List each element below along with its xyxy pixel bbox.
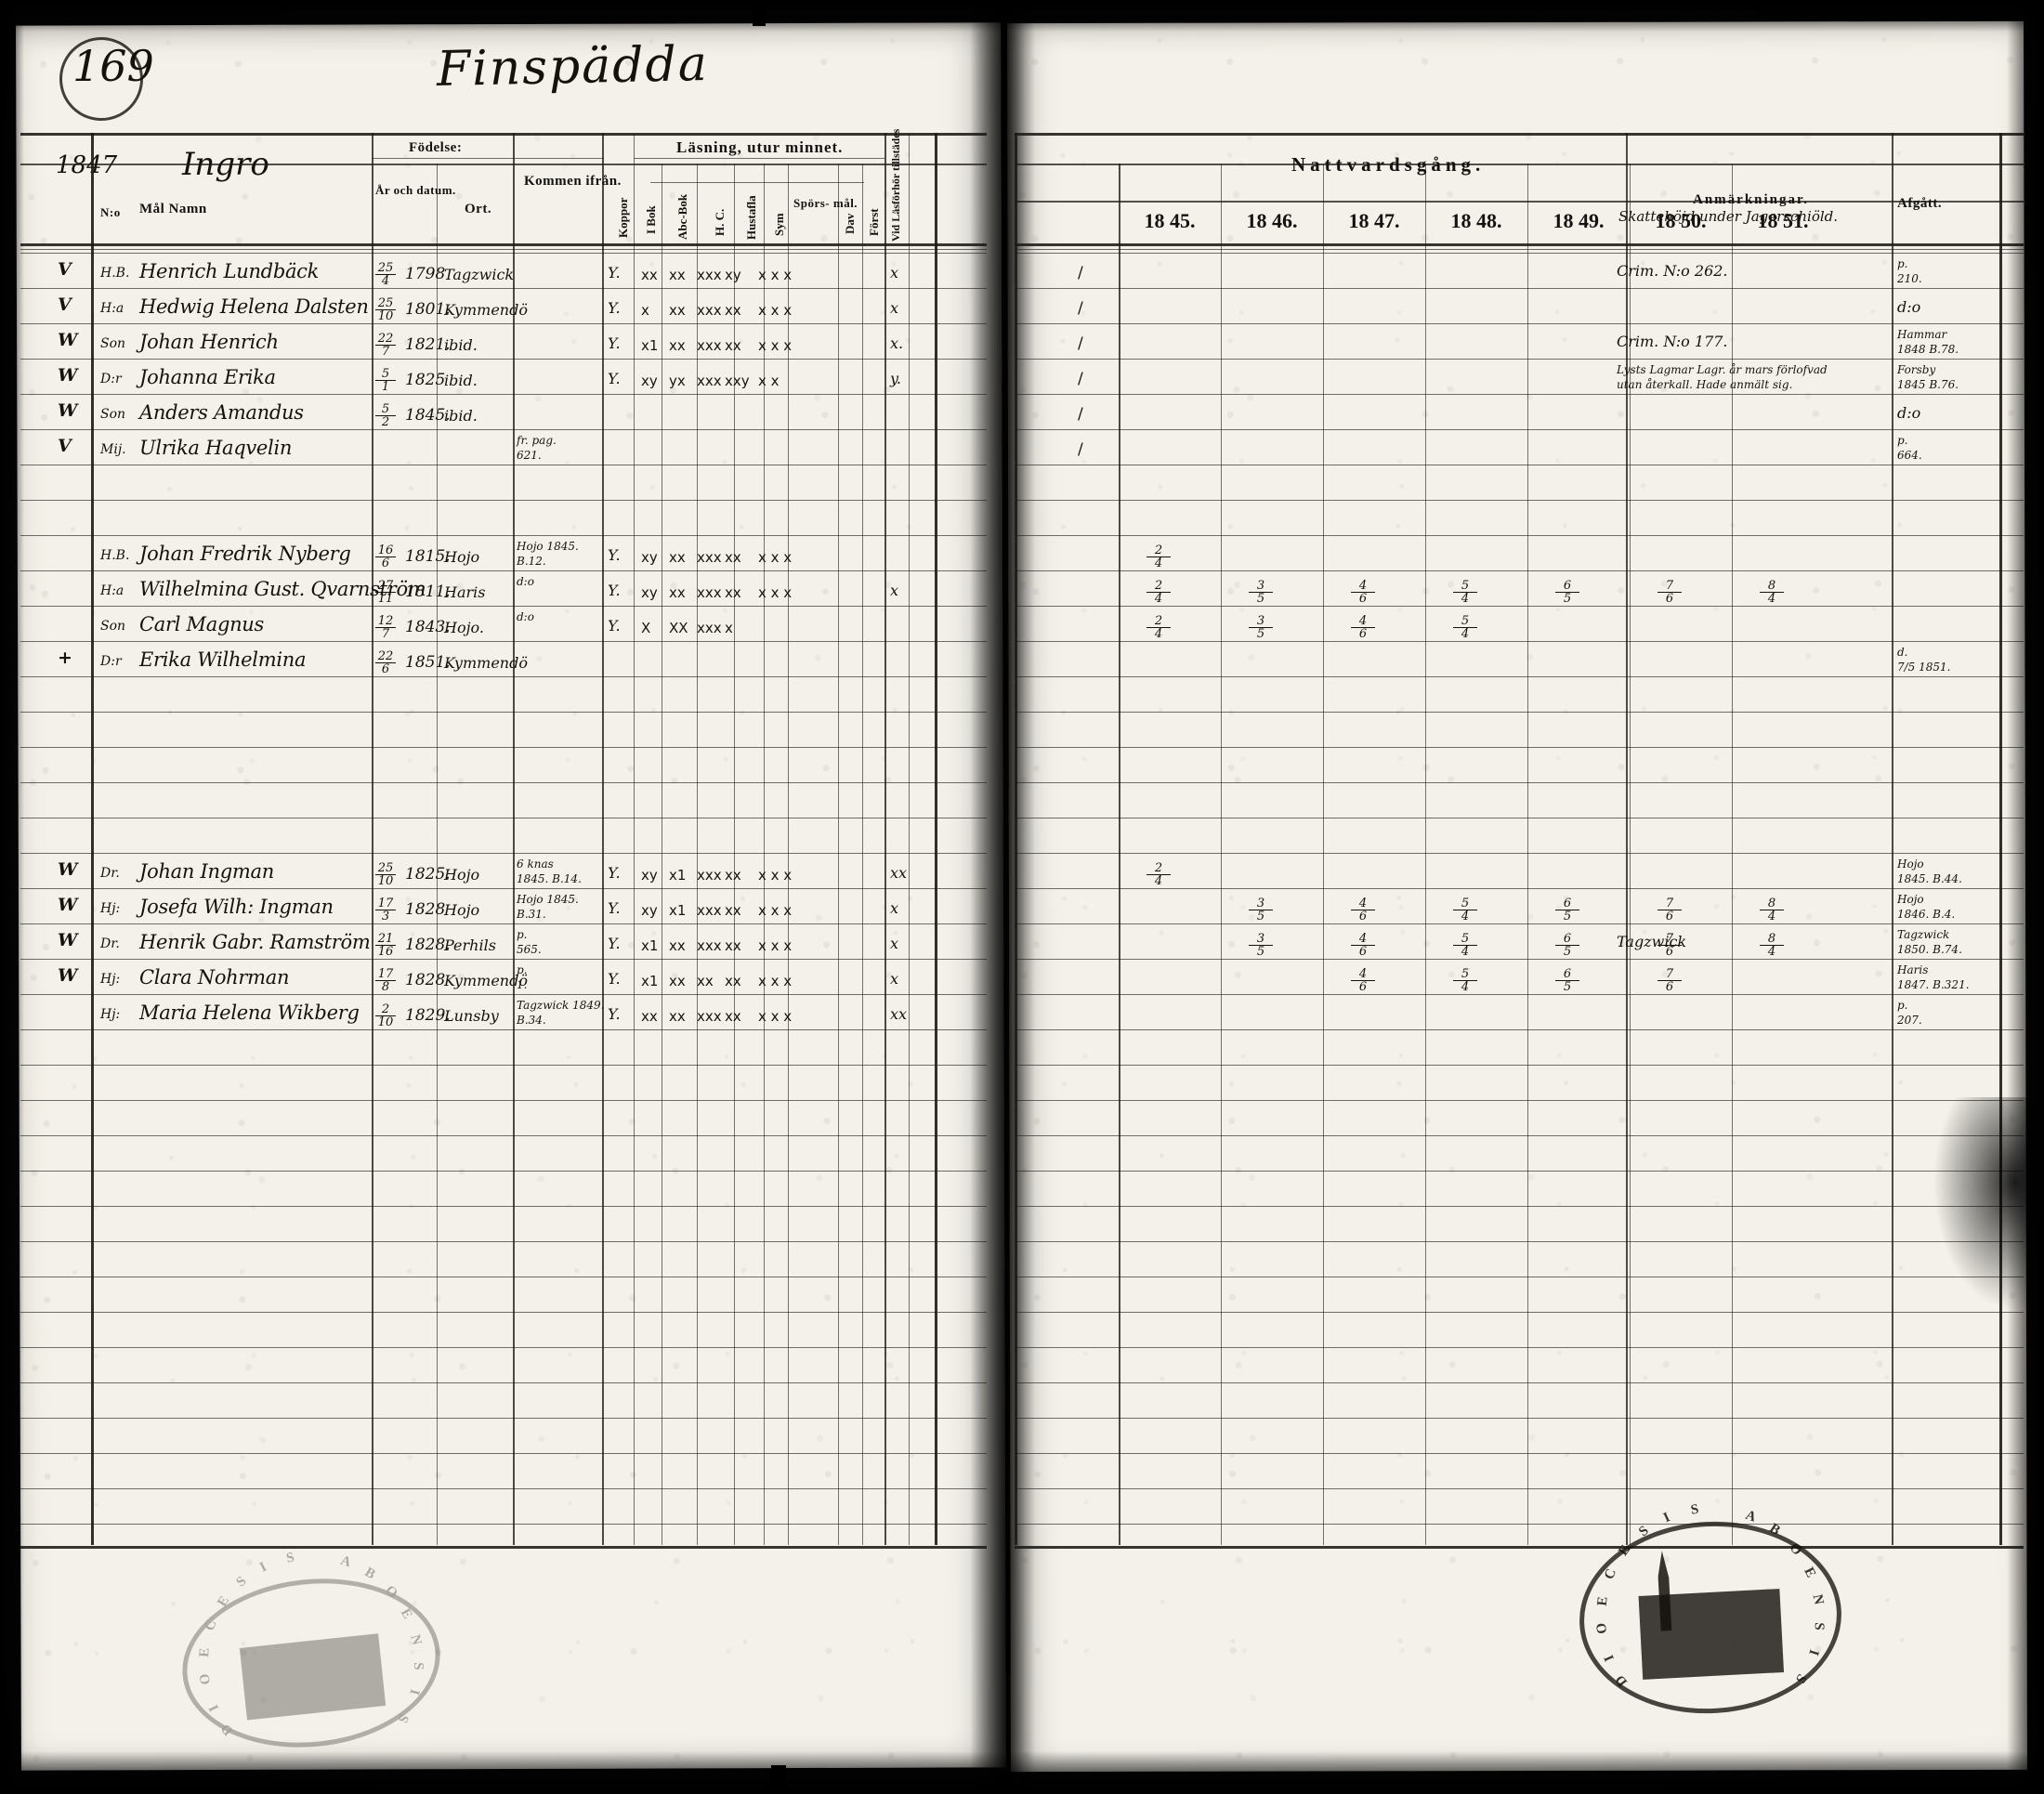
header-anmarkningar: Anmärkningar.	[1693, 192, 1810, 207]
left-page-leaf	[16, 22, 1006, 1771]
paper-grain-left	[16, 22, 1006, 1771]
communion-year-4: 18 49.	[1553, 209, 1605, 232]
header-lasning: Läsning, utur minnet.	[676, 138, 844, 156]
communion-year-6: 18 51.	[1757, 209, 1809, 232]
header-i-bok: I Bok	[644, 205, 658, 234]
header-ort: Ort.	[465, 202, 492, 216]
communion-year-3: 18 48.	[1450, 209, 1502, 232]
header-nattvardsgang: Nattvardsgång.	[1291, 153, 1486, 176]
header-afgatt: Afgått.	[1897, 196, 1943, 211]
header-forst: Först	[867, 208, 881, 236]
header-koppor: Koppor	[616, 197, 630, 238]
scan-marker-top	[753, 0, 766, 26]
header-fodelse: Födelse:	[409, 140, 463, 155]
header-dav: Dav	[843, 213, 857, 234]
header-sporsmal: Spörs- mål.	[793, 196, 858, 210]
right-page-leaf	[1007, 20, 2027, 1773]
communion-year-1: 18 46.	[1246, 209, 1298, 232]
header-hustafla: Hustafla	[744, 195, 758, 240]
header-vid-lasforhor: Vid Läsförhör tillstädes	[889, 128, 902, 242]
header-hc: H. C.	[713, 208, 727, 236]
header-abc-bok: Abc-Bok	[675, 193, 689, 240]
header-sym: Sym	[772, 213, 786, 236]
header-birth-year: År och datum.	[375, 183, 456, 197]
communion-year-5: 18 50.	[1655, 209, 1707, 232]
communion-year-0: 18 45.	[1144, 209, 1196, 232]
header-kommen-ifran: Kommen ifrån.	[524, 174, 622, 189]
scan-marker-bottom	[771, 1765, 786, 1794]
header-number: N:o	[100, 205, 121, 219]
communion-year-2: 18 47.	[1348, 209, 1400, 232]
paper-grain-right	[1007, 20, 2027, 1773]
header-namn: Mål Namn	[139, 202, 207, 216]
